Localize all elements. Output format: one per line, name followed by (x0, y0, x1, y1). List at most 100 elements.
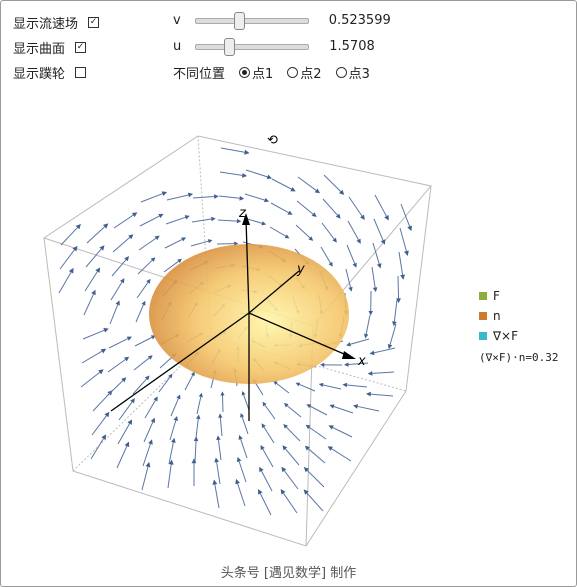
field-arrow (111, 259, 127, 277)
field-arrow (236, 218, 242, 224)
field-arrow (91, 289, 96, 296)
field-arrow (380, 239, 386, 245)
field-arrow (184, 215, 190, 220)
axes (110, 218, 352, 421)
field-arrow (216, 462, 221, 485)
field-arrow (357, 405, 380, 412)
field-arrow (81, 350, 103, 364)
field-arrow (171, 437, 176, 443)
field-arrow (261, 221, 267, 226)
field-arrow (134, 336, 153, 347)
field-arrow (290, 187, 296, 192)
field-arrow (102, 223, 109, 229)
field-arrow (95, 267, 101, 273)
field-arrow (264, 404, 276, 420)
checkbox[interactable] (75, 67, 87, 78)
field-arrow (306, 470, 325, 488)
field-arrow (109, 304, 119, 325)
slider[interactable] (194, 11, 309, 30)
field-arrow (350, 338, 370, 345)
checkbox[interactable]: ✓ (88, 17, 100, 28)
field-arrow (143, 421, 154, 443)
field-arrow (284, 234, 290, 239)
field-arrow (241, 416, 249, 435)
field-arrow (219, 171, 243, 176)
field-arrow (332, 427, 353, 438)
field-arrow (220, 147, 245, 153)
field-arrow (218, 413, 223, 418)
field-arrow (396, 298, 401, 304)
field-arrow (130, 398, 135, 404)
field-arrow (158, 213, 164, 219)
field-arrow (285, 448, 300, 466)
field-arrow (329, 404, 335, 409)
field-arrow (85, 248, 102, 268)
field-arrow (236, 456, 242, 463)
field-arrow (286, 426, 301, 442)
radio-text: 点2 (300, 67, 322, 82)
field-arrow (238, 434, 243, 440)
field-arrow (68, 267, 74, 274)
field-arrow (389, 323, 397, 345)
field-arrow (127, 419, 133, 425)
field-arrow (356, 238, 361, 244)
field-arrow (169, 420, 177, 441)
field-arrow (263, 426, 275, 444)
field-arrow (100, 348, 107, 354)
axis-arrow (342, 351, 356, 359)
field-arrow (398, 251, 404, 275)
field-arrow (261, 470, 273, 492)
rotate-icon[interactable]: ⟲ (267, 133, 278, 148)
field-arrow (345, 268, 351, 288)
field-arrow (273, 380, 278, 385)
field-arrow (191, 218, 212, 223)
field-arrow (139, 215, 160, 227)
radio-option[interactable]: 点3 (335, 63, 370, 82)
field-arrow (348, 196, 363, 217)
field-arrow (60, 227, 78, 246)
field-arrow (270, 202, 289, 214)
field-arrow (311, 212, 317, 218)
field-arrow (365, 314, 371, 335)
field-arrow (269, 226, 287, 237)
field-arrow (90, 438, 104, 460)
field-arrow (153, 396, 158, 402)
field-arrow (282, 445, 288, 451)
field-arrow (86, 226, 105, 244)
checkbox-label: 显示曲面 (13, 42, 66, 57)
field-arrow (150, 417, 156, 423)
checkbox-label: 显示流速场 (13, 17, 79, 32)
field-arrow (137, 259, 153, 275)
field-arrow (346, 384, 368, 388)
field-arrow (144, 375, 150, 381)
field-arrow (235, 478, 240, 485)
field-arrow (314, 188, 321, 194)
radio-option[interactable]: 点1 (239, 63, 273, 82)
field-arrow (191, 458, 197, 464)
field-arrow (148, 439, 153, 445)
field-arrow (239, 196, 245, 201)
field-arrow (244, 193, 265, 201)
slider-value: 0.523599 (328, 13, 391, 28)
axis-label: z (238, 206, 247, 221)
field-arrow (117, 423, 131, 445)
field-arrow (372, 242, 380, 265)
slider[interactable] (195, 37, 310, 56)
field-arrow (216, 435, 221, 441)
field-arrow (373, 218, 384, 241)
field-arrow (403, 250, 409, 256)
field-arrow (214, 484, 220, 509)
field-arrow (218, 195, 240, 199)
radio-option[interactable]: 点2 (287, 63, 322, 82)
field-arrow (187, 192, 194, 198)
field-arrow (320, 362, 325, 367)
axis-label: y (296, 262, 305, 277)
radio-text: 点3 (348, 67, 370, 82)
field-arrow (135, 304, 144, 323)
field-arrow (163, 260, 179, 273)
field-arrow (352, 262, 357, 268)
field-arrow (133, 357, 150, 371)
checkbox[interactable]: ✓ (75, 42, 87, 53)
